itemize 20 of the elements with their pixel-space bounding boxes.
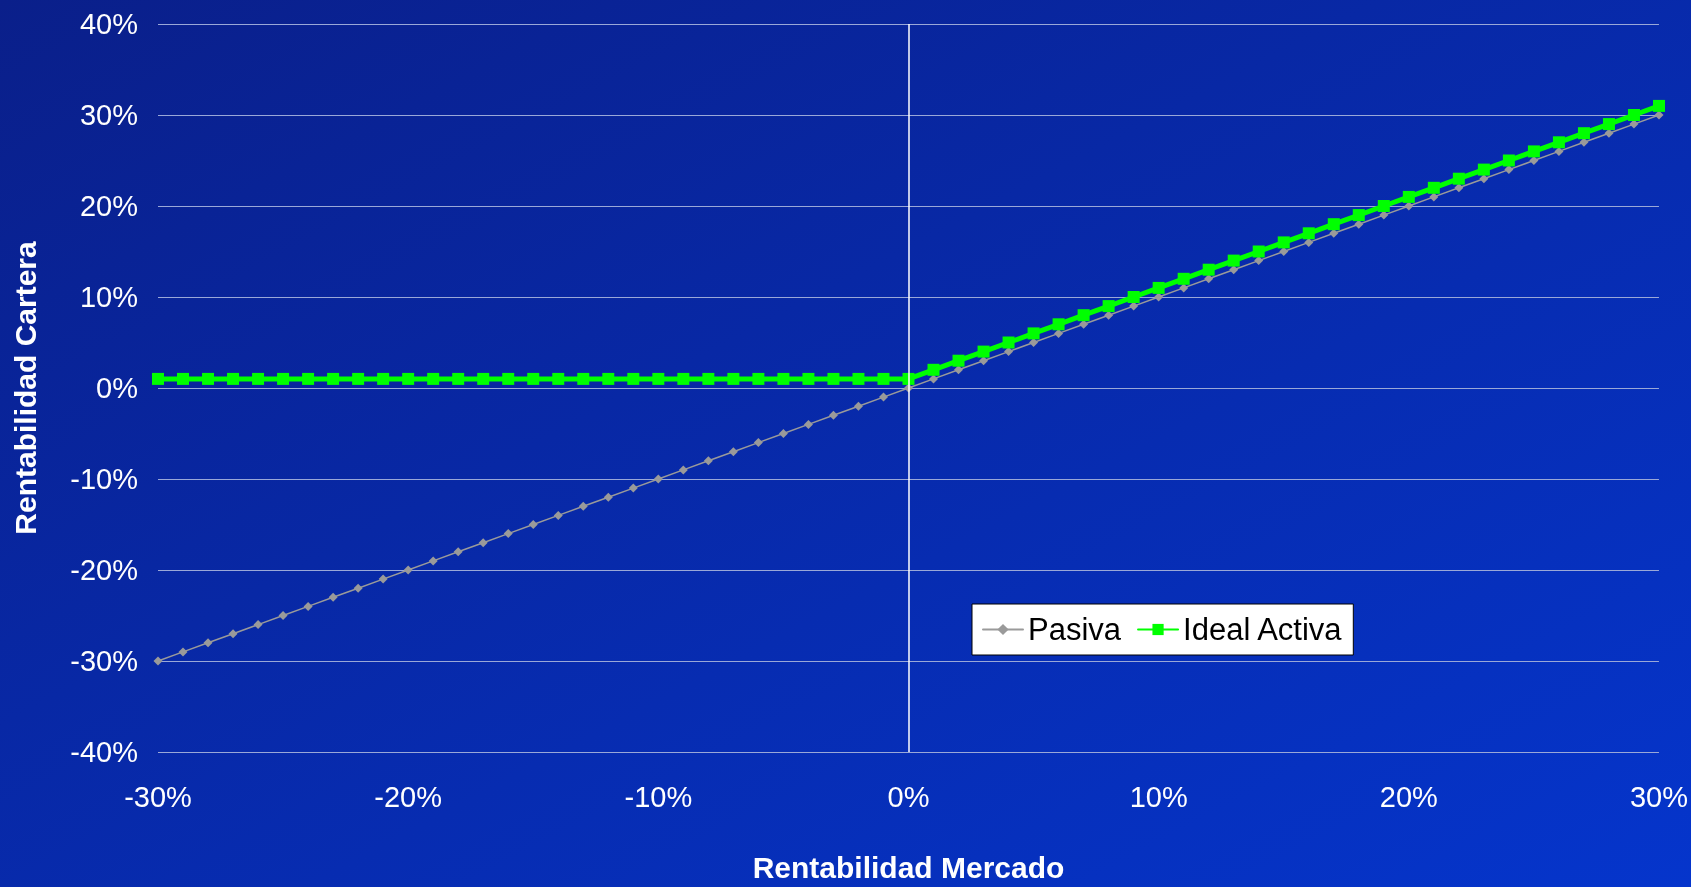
y-tick-label: 30% — [79, 99, 138, 131]
x-tick-label: -10% — [624, 780, 693, 813]
y-tick-label: -20% — [70, 554, 138, 586]
x-tick-label: -20% — [374, 780, 443, 813]
y-axis-title: Rentabilidad Cartera — [8, 240, 42, 535]
y-tick-label: -10% — [70, 463, 138, 495]
y-tick-label: 20% — [79, 190, 138, 222]
x-tick-label: 10% — [1129, 780, 1188, 813]
legend-label: Ideal Activa — [1183, 612, 1343, 647]
x-tick-label: 0% — [887, 780, 930, 813]
y-tick-label: -40% — [70, 736, 138, 768]
x-tick-label: -30% — [124, 780, 192, 813]
y-tick-label: 0% — [96, 372, 138, 404]
legend-label: Pasiva — [1028, 612, 1122, 647]
y-tick-label: 40% — [79, 8, 138, 40]
y-tick-label: -30% — [70, 645, 138, 677]
x-axis-title: Rentabilidad Mercado — [752, 850, 1065, 884]
y-tick-label: 10% — [79, 281, 138, 313]
x-tick-label: 20% — [1379, 780, 1438, 813]
x-tick-label: 30% — [1629, 780, 1688, 813]
